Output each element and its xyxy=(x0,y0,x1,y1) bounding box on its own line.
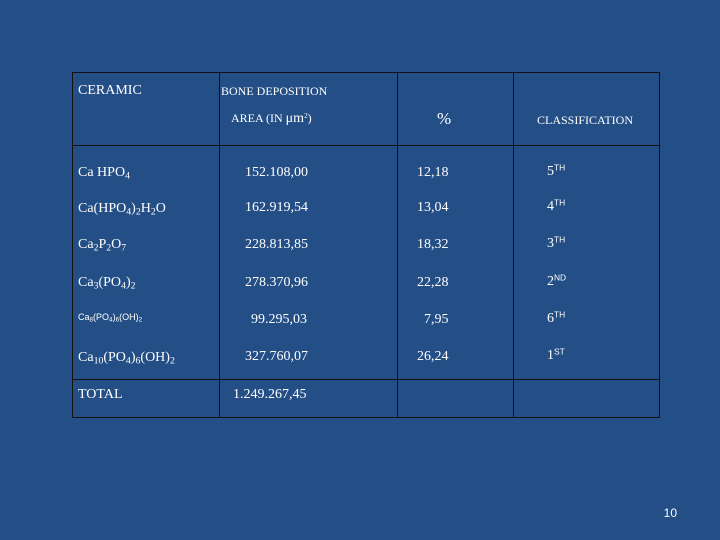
row-area: 327.760,07 xyxy=(245,349,308,364)
page-number: 10 xyxy=(663,506,677,520)
total-area: 1.249.267,45 xyxy=(233,387,307,402)
row-area: 228.813,85 xyxy=(245,237,308,252)
row-area: 99.295,03 xyxy=(251,312,307,327)
row-ceramic: Ca2P2O7 xyxy=(78,237,127,254)
row-percent: 13,04 xyxy=(417,200,449,215)
row-ceramic: Ca10(PO4)6(OH)2 xyxy=(78,350,175,367)
row-rank: 3TH xyxy=(547,234,566,251)
col-divider xyxy=(513,73,514,417)
row-ceramic: Ca3(PO4)2 xyxy=(78,275,136,292)
row-percent: 18,32 xyxy=(417,237,449,252)
header-ceramic: CERAMIC xyxy=(78,83,142,98)
row-rank: 4TH xyxy=(547,197,566,214)
col-divider xyxy=(397,73,398,417)
col-divider xyxy=(219,73,220,417)
header-classification: CLASSIFICATION xyxy=(537,113,634,127)
header-area-prefix: AREA (IN xyxy=(231,111,283,125)
row-rank: 5TH xyxy=(547,162,566,179)
deposition-table: CERAMIC BONE DEPOSITION AREA (IN μm2) % … xyxy=(72,72,660,418)
row-area: 278.370,96 xyxy=(245,275,308,290)
header-area-suffix: ) xyxy=(307,111,312,125)
row-rank: 1ST xyxy=(547,346,565,363)
row-rank: 2ND xyxy=(547,272,567,289)
row-ceramic: Ca8(PO4)6(OH)2 xyxy=(78,312,143,324)
row-rank: 6TH xyxy=(547,309,566,326)
header-area: AREA (IN μm2) xyxy=(231,112,312,126)
row-percent: 22,28 xyxy=(417,275,449,290)
header-divider xyxy=(73,145,659,146)
header-area-unit: μm xyxy=(285,111,305,126)
row-ceramic: Ca HPO4 xyxy=(78,165,130,182)
header-percent: % xyxy=(437,109,452,128)
row-ceramic: Ca(HPO4)2H2O xyxy=(78,201,166,218)
row-percent: 12,18 xyxy=(417,165,449,180)
total-label: TOTAL xyxy=(78,387,123,402)
row-percent: 26,24 xyxy=(417,349,449,364)
row-percent: 7,95 xyxy=(424,312,449,327)
header-bone-deposition: BONE DEPOSITION xyxy=(221,84,328,98)
header-area-exp: 2 xyxy=(304,112,308,121)
row-area: 152.108,00 xyxy=(245,165,308,180)
row-area: 162.919,54 xyxy=(245,200,308,215)
total-divider xyxy=(73,379,659,380)
